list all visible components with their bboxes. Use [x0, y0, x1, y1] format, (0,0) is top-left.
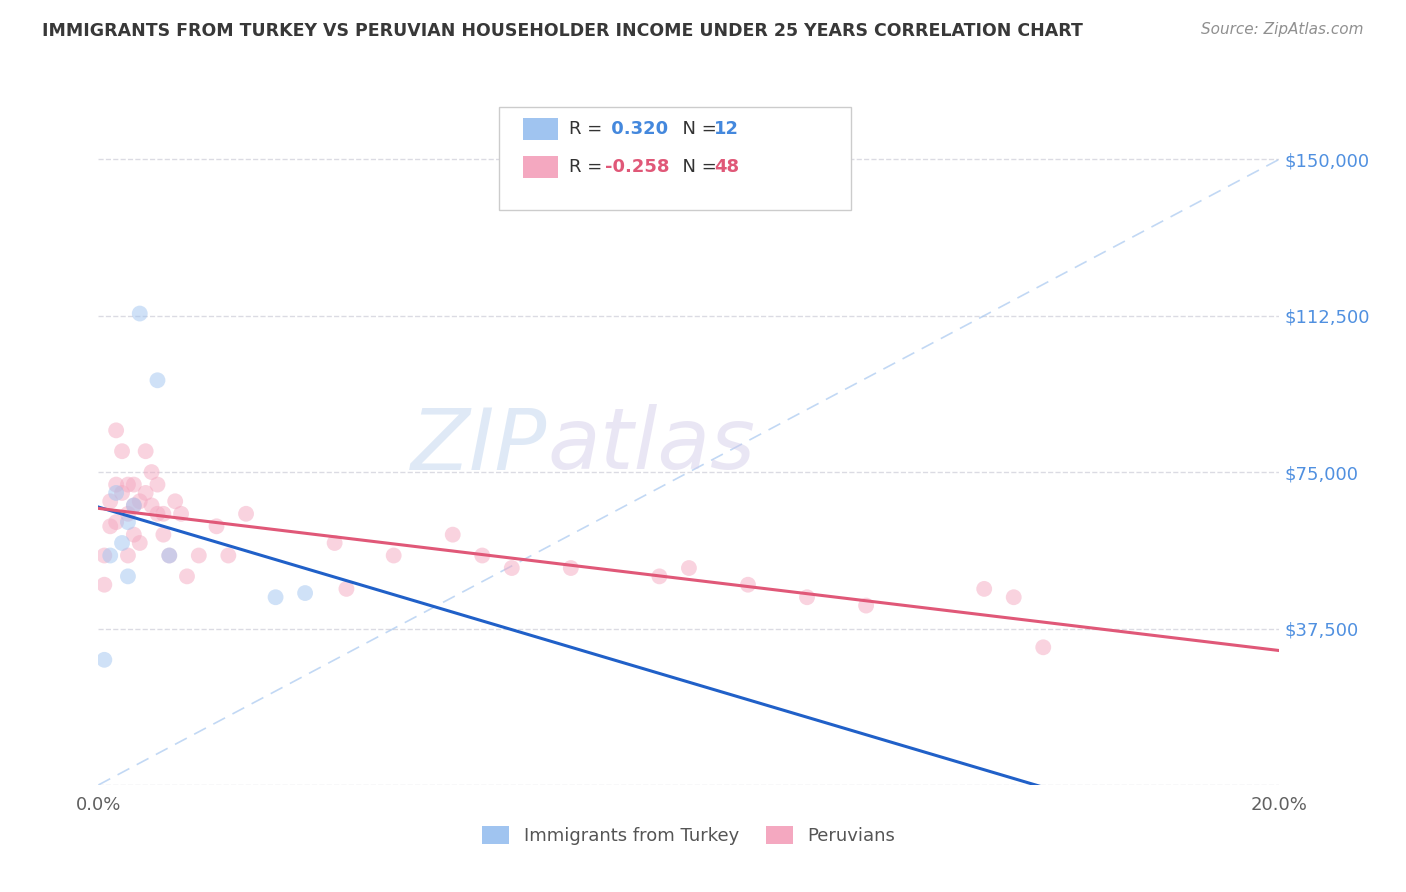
Point	[1032, 640, 1054, 655]
Point	[441, 527, 464, 541]
Point	[122, 477, 145, 491]
Point	[93, 549, 115, 563]
Point	[157, 549, 180, 563]
Point	[128, 494, 150, 508]
Text: N =: N =	[671, 158, 723, 177]
Point	[98, 494, 121, 508]
Point	[111, 486, 134, 500]
Point	[135, 486, 157, 500]
Point	[187, 549, 209, 563]
Point	[217, 549, 239, 563]
Text: N =: N =	[671, 120, 723, 138]
Point	[152, 527, 174, 541]
Point	[105, 486, 128, 500]
Point	[1002, 591, 1025, 605]
Point	[335, 582, 357, 596]
Point	[117, 569, 139, 583]
Text: 12: 12	[714, 120, 740, 138]
Point	[205, 519, 228, 533]
Point	[105, 477, 128, 491]
Point	[122, 499, 145, 513]
Point	[117, 549, 139, 563]
Text: atlas: atlas	[547, 404, 755, 488]
Point	[973, 582, 995, 596]
Point	[560, 561, 582, 575]
Point	[98, 549, 121, 563]
Point	[105, 515, 128, 529]
Point	[117, 477, 139, 491]
Text: R =: R =	[569, 120, 609, 138]
Point	[146, 507, 169, 521]
Point	[382, 549, 405, 563]
Point	[165, 494, 187, 508]
Point	[111, 536, 134, 550]
Text: 0.320: 0.320	[605, 120, 668, 138]
Point	[146, 477, 169, 491]
Point	[501, 561, 523, 575]
Point	[737, 578, 759, 592]
Point	[141, 465, 163, 479]
Point	[855, 599, 877, 613]
Point	[294, 586, 316, 600]
Point	[323, 536, 346, 550]
Point	[128, 307, 150, 321]
Point	[111, 444, 134, 458]
Point	[146, 373, 169, 387]
Point	[98, 519, 121, 533]
Text: 48: 48	[714, 158, 740, 177]
Legend: Immigrants from Turkey, Peruvians: Immigrants from Turkey, Peruvians	[474, 816, 904, 854]
Point	[122, 499, 145, 513]
Point	[128, 536, 150, 550]
Point	[141, 499, 163, 513]
Point	[117, 507, 139, 521]
Point	[264, 591, 287, 605]
Point	[170, 507, 193, 521]
Point	[93, 653, 115, 667]
Text: IMMIGRANTS FROM TURKEY VS PERUVIAN HOUSEHOLDER INCOME UNDER 25 YEARS CORRELATION: IMMIGRANTS FROM TURKEY VS PERUVIAN HOUSE…	[42, 22, 1083, 40]
Point	[135, 444, 157, 458]
Point	[93, 578, 115, 592]
Point	[471, 549, 494, 563]
Point	[678, 561, 700, 575]
Text: R =: R =	[569, 158, 609, 177]
Text: ZIP: ZIP	[411, 404, 547, 488]
Point	[157, 549, 180, 563]
Point	[235, 507, 257, 521]
Point	[105, 423, 128, 437]
Point	[152, 507, 174, 521]
Point	[122, 527, 145, 541]
Point	[176, 569, 198, 583]
Point	[648, 569, 671, 583]
Text: -0.258: -0.258	[605, 158, 669, 177]
Point	[796, 591, 818, 605]
Text: Source: ZipAtlas.com: Source: ZipAtlas.com	[1201, 22, 1364, 37]
Point	[117, 515, 139, 529]
